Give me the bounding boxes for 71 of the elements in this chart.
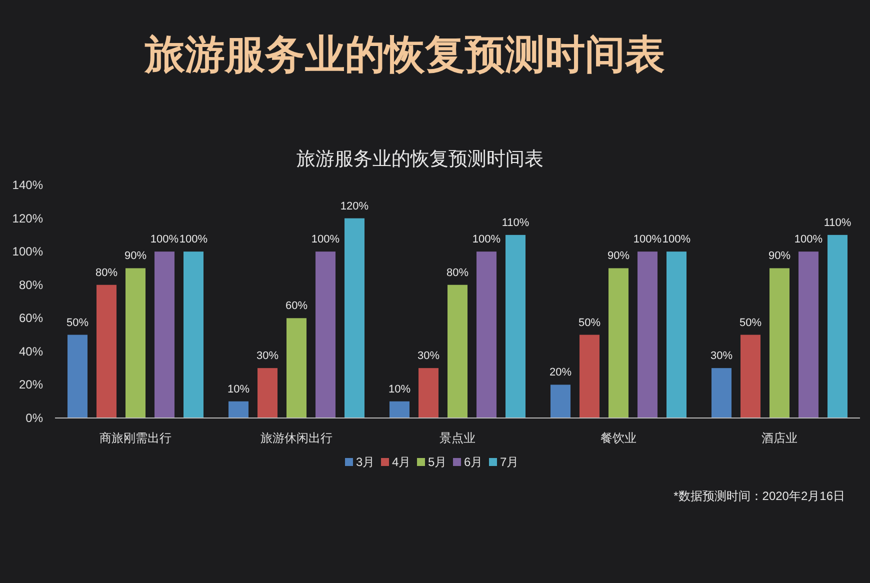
- x-tick-label: 酒店业: [762, 431, 798, 445]
- data-label: 90%: [124, 250, 147, 262]
- data-label: 30%: [710, 350, 733, 362]
- bar: [550, 384, 570, 418]
- data-label: 20%: [549, 366, 572, 379]
- data-label: 60%: [285, 300, 308, 312]
- bar: [712, 368, 732, 418]
- data-label: 120%: [340, 200, 369, 212]
- bar: [448, 284, 468, 418]
- legend-label: 6月: [464, 455, 483, 469]
- data-label: 100%: [662, 234, 691, 246]
- bar: [740, 334, 760, 418]
- data-label: 90%: [607, 250, 630, 262]
- y-tick-label: 40%: [18, 344, 44, 358]
- data-label: 50%: [66, 316, 89, 329]
- data-label: 110%: [502, 216, 530, 229]
- bar: [258, 368, 278, 418]
- chart-subtitle: 旅游服务业的恢复预测时间表: [296, 149, 544, 170]
- data-label: 100%: [179, 234, 208, 246]
- x-tick-label: 商旅刚需出行: [100, 431, 172, 445]
- data-label: 10%: [388, 383, 411, 396]
- data-label: 50%: [739, 316, 762, 329]
- x-tick-label: 景点业: [440, 431, 476, 445]
- bar: [126, 268, 146, 418]
- legend-label: 7月: [500, 455, 519, 469]
- bar: [770, 268, 790, 418]
- y-tick-label: 20%: [18, 378, 44, 392]
- data-label: 100%: [472, 234, 501, 246]
- legend-label: 5月: [428, 455, 447, 469]
- x-tick-label: 旅游休闲出行: [260, 431, 332, 445]
- legend-label: 4月: [392, 455, 411, 469]
- data-label: 110%: [824, 216, 852, 229]
- y-tick-label: 60%: [18, 311, 44, 326]
- chart-title: 旅游服务业的恢复预测时间表: [144, 33, 665, 77]
- bar: [286, 318, 306, 418]
- bar: [666, 252, 686, 418]
- data-label: 100%: [150, 234, 179, 246]
- data-label: 30%: [417, 350, 440, 362]
- bar: [154, 252, 174, 418]
- bar: [638, 252, 658, 418]
- data-label: 30%: [256, 350, 279, 362]
- bar: [228, 401, 248, 418]
- x-tick-label: 餐饮业: [600, 431, 636, 445]
- bar: [344, 218, 364, 418]
- y-tick-label: 140%: [12, 178, 44, 192]
- data-label: 100%: [794, 234, 823, 246]
- bar: [96, 284, 116, 418]
- y-tick-label: 100%: [12, 244, 44, 259]
- bar: [316, 252, 336, 418]
- bar: [184, 252, 204, 418]
- bar: [476, 252, 496, 418]
- bar: [580, 334, 600, 418]
- bar: [828, 234, 848, 418]
- data-label: 80%: [95, 266, 118, 279]
- bar: [608, 268, 628, 418]
- y-tick-label: 120%: [12, 211, 44, 226]
- bar: [68, 334, 88, 418]
- bar: [798, 252, 818, 418]
- y-tick-label: 0%: [26, 411, 44, 425]
- data-label: 80%: [446, 266, 469, 279]
- data-label: 10%: [227, 383, 250, 396]
- bar: [506, 234, 526, 418]
- bar: [390, 401, 410, 418]
- y-tick-label: 80%: [18, 278, 44, 292]
- data-label: 100%: [311, 234, 340, 246]
- data-label: 50%: [578, 316, 601, 329]
- text: *数据预测时间：2020年2月16日: [674, 489, 845, 503]
- data-label: 100%: [633, 234, 662, 246]
- bar: [418, 368, 438, 418]
- legend-label: 3月: [356, 455, 375, 469]
- data-label: 90%: [768, 250, 791, 262]
